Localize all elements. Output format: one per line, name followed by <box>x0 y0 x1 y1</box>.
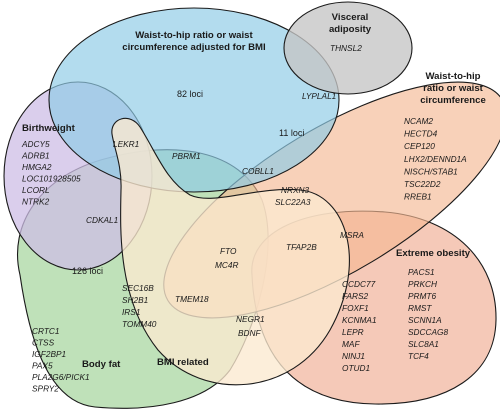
waist-title: Waist-to-hip ratio or waist circumference <box>420 71 486 106</box>
bmi-related-title: BMI related <box>157 357 209 368</box>
loci-counts: 82 loci 11 loci 126 loci <box>72 89 304 276</box>
visceral-gene-list: THNSL2 <box>330 43 362 53</box>
waist-loci: 11 loci <box>279 128 304 138</box>
body-fat-gene-list: CRTC1 CTSS IGF2BP1 PAX5 PLA2G6/PICK1 SPR… <box>32 326 92 394</box>
set-shapes <box>3 1 500 409</box>
set-titles: Waist-to-hip ratio or waist circumference… <box>22 12 486 370</box>
waist-bmi-title: Waist-to-hip ratio or waist circumference… <box>122 30 266 53</box>
gene-lekr1: LEKR1 <box>113 139 139 149</box>
body-fat-loci: 126 loci <box>72 266 103 276</box>
gene-cdkal1: CDKAL1 <box>86 215 118 225</box>
gene-bdnf: BDNF <box>238 328 262 338</box>
gene-negr1: NEGR1 <box>236 314 265 324</box>
gene-fto: FTO <box>220 246 237 256</box>
overlap-genes: LYPLAL1 LEKR1 PBRM1 COBLL1 CDKAL1 NRXN3 … <box>86 91 364 338</box>
waist-bmi-loci: 82 loci <box>177 89 203 99</box>
gene-slc22a3: SLC22A3 <box>275 197 311 207</box>
gene-mc4r: MC4R <box>215 260 239 270</box>
visceral-title: Visceral adiposity <box>329 12 372 35</box>
gene-nrxn3: NRXN3 <box>281 185 310 195</box>
gene-cobll1: COBLL1 <box>242 166 274 176</box>
extreme-obesity-gene-list-left: CCDC77 FARS2 FOXF1 KCNMA1 LEPR MAF NINJ1… <box>342 279 379 373</box>
extreme-obesity-title: Extreme obesity <box>396 248 471 259</box>
birthweight-gene-list: ADCY5 ADRB1 HMGA2 LOC101928505 LCORL NTR… <box>21 139 83 207</box>
waist-gene-list: NCAM2 HECTD4 CEP120 LHX2/DENND1A NISCH/S… <box>404 116 469 202</box>
gene-msra: MSRA <box>340 230 364 240</box>
body-fat-title: Body fat <box>82 359 121 370</box>
gene-tfap2b: TFAP2B <box>286 242 317 252</box>
bmi-related-region <box>111 117 350 386</box>
bmi-related-gene-list: SEC16B SH2B1 IRS1 TOMM40 <box>122 283 157 329</box>
visceral-region <box>283 1 413 95</box>
birthweight-title: Birthweight <box>22 123 76 134</box>
gene-lyplal1: LYPLAL1 <box>302 91 336 101</box>
gene-tmem18: TMEM18 <box>175 294 209 304</box>
extreme-obesity-gene-list-right: PACS1 PRKCH PRMT6 RMST SCNN1A SDCCAG8 SL… <box>408 267 450 361</box>
gene-pbrm1: PBRM1 <box>172 151 201 161</box>
gene-lists: THNSL2 ADCY5 ADRB1 HMGA2 LOC101928505 LC… <box>21 43 469 394</box>
